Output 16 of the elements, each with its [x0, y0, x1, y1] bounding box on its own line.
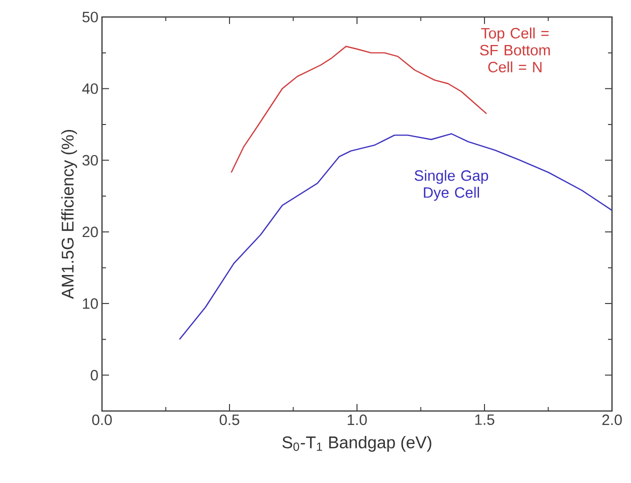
- y-axis-title: AM1.5G Efficiency (%): [61, 130, 78, 299]
- x-axis-title: S$_{0}$-T$_{1}$ Bandgap (eV): [282, 436, 432, 452]
- line-series: [178, 133, 613, 340]
- x-tick-label: 1.5: [475, 414, 494, 425]
- y-tick-label: 50: [82, 12, 98, 22]
- y-tick-label: 30: [82, 154, 98, 166]
- y-tick-label: 0: [90, 370, 98, 380]
- x-tick-label: 0.0: [92, 414, 112, 426]
- series-label: Single Gap Dye Cell: [414, 170, 488, 201]
- y-tick-label: 20: [82, 226, 98, 238]
- x-tick-label: 0.5: [220, 414, 240, 426]
- y-tick-label: 10: [83, 298, 98, 309]
- x-tick-label: 2.0: [602, 414, 622, 426]
- x-tick-label: 1.0: [348, 414, 367, 426]
- y-tick-label: 40: [82, 83, 98, 94]
- series-label: Top Cell = SF Bottom Cell = N: [480, 28, 550, 72]
